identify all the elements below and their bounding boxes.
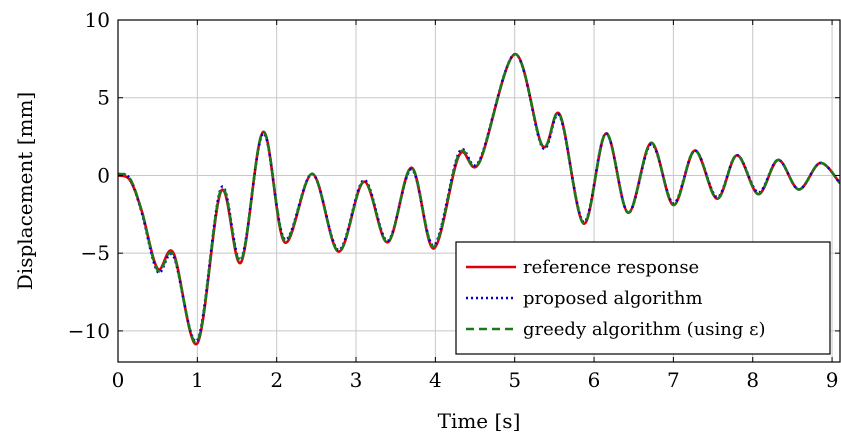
x-tick-label: 3 — [350, 368, 363, 392]
y-tick-label: −10 — [68, 319, 110, 343]
series-line-3 — [118, 52, 840, 344]
legend-label: greedy algorithm (using ε) — [523, 319, 765, 340]
x-tick-label: 8 — [746, 368, 759, 392]
x-tick-label: 5 — [508, 368, 521, 392]
y-tick-label: 5 — [97, 86, 110, 110]
x-tick-label: 1 — [191, 368, 204, 392]
x-tick-label: 2 — [270, 368, 283, 392]
y-tick-label: 10 — [85, 8, 110, 32]
plot-frame — [117, 19, 841, 363]
x-tick-label: 9 — [826, 368, 839, 392]
y-ticks: −10 −5 0 5 10 — [68, 8, 840, 343]
series-layer — [118, 52, 840, 346]
y-tick-label: 0 — [97, 163, 110, 187]
legend-box — [455, 241, 831, 355]
y-tick-label: −5 — [81, 241, 110, 265]
y-axis-label: Displacement [mm] — [13, 92, 37, 290]
x-axis-label: Time [s] — [438, 409, 521, 433]
x-tick-label: 6 — [588, 368, 601, 392]
x-tick-label: 7 — [667, 368, 680, 392]
x-tick-label: 0 — [112, 368, 125, 392]
x-tick-label: 4 — [429, 368, 442, 392]
grid — [117, 19, 840, 362]
legend-label: proposed algorithm — [523, 288, 703, 309]
x-ticks: 0 1 2 3 4 5 6 7 8 9 — [112, 20, 839, 392]
legend: reference response proposed algorithm gree… — [455, 241, 831, 355]
legend-label: reference response — [523, 257, 699, 278]
